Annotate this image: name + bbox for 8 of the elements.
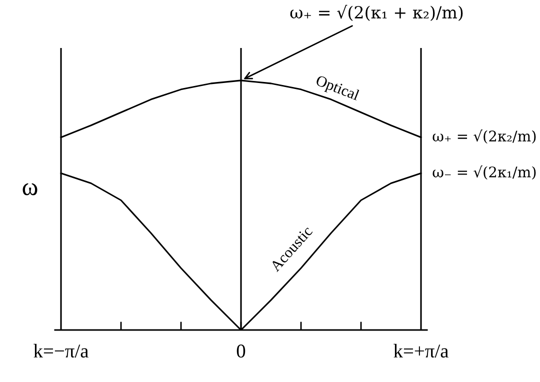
x-tick-label: k=−π/a: [34, 344, 88, 358]
y-axis-title: ω: [22, 183, 38, 196]
x-tick-label: 0: [236, 344, 246, 358]
annotation: ω₊ = √(2κ₂/m): [432, 130, 536, 144]
annotation: ω₊ = √(2(κ₁ + κ₂)/m): [290, 4, 463, 21]
annotation: ω₋ = √(2κ₁/m): [432, 165, 536, 180]
x-tick-label: k=+π/a: [394, 344, 448, 358]
text: Optical: [314, 74, 360, 104]
